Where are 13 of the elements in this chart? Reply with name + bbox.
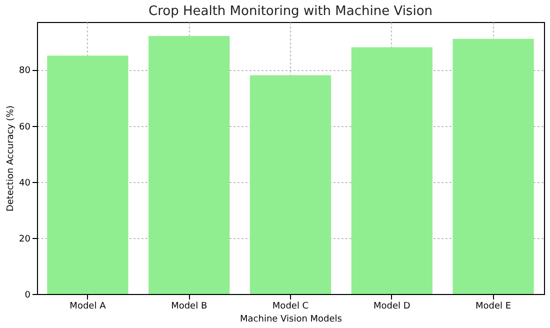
y-tick-label: 60 [19,122,31,132]
chart-title: Crop Health Monitoring with Machine Vision [148,4,433,19]
x-tick-label: Model B [171,302,208,312]
y-tick-label: 0 [24,290,31,300]
y-tick-label: 80 [19,66,31,76]
x-tick-label: Model D [373,302,410,312]
y-tick-label: 40 [19,178,31,188]
y-tick-label: 20 [19,234,31,244]
x-tick-label: Model E [476,302,512,312]
x-axis-title: Machine Vision Models [240,314,342,324]
x-tick-label: Model A [70,302,107,312]
x-tick-label: Model C [272,302,309,312]
y-axis-title: Detection Accuracy (%) [6,105,16,212]
